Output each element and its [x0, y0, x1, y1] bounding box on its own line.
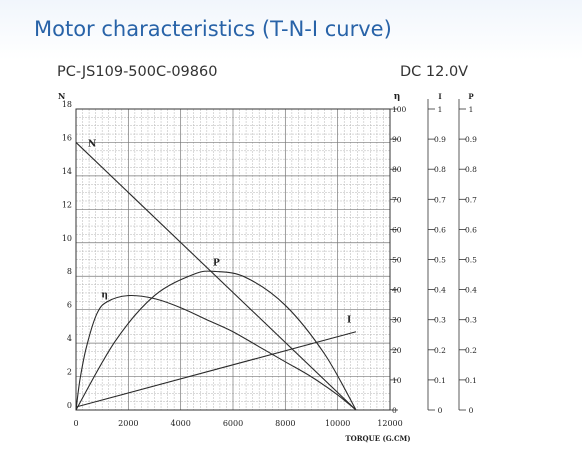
- tick-label-p: 0.8: [465, 165, 477, 174]
- series-lines: [75, 142, 357, 411]
- tick-label-n: 16: [62, 133, 72, 142]
- tick-label-i: 0.2: [434, 346, 446, 355]
- series-line-0: [75, 142, 357, 411]
- header-band: [0, 0, 582, 60]
- tick-label-p: 0.1: [465, 376, 477, 385]
- tick-label-i: 0.7: [434, 195, 446, 204]
- tick-label-x: 8000: [275, 419, 295, 428]
- tick-label-x: 12000: [377, 419, 402, 428]
- tick-label-p: 0.7: [465, 195, 477, 204]
- tick-label-eta: 100: [392, 105, 407, 114]
- tick-label-n: 0: [67, 401, 72, 410]
- x-axis-label: TORQUE (G.CM): [345, 434, 410, 443]
- tick-label-eta: 10: [392, 376, 402, 385]
- series-line-1: [75, 270, 357, 411]
- tick-label-n: 4: [67, 334, 72, 343]
- tick-label-eta: 80: [392, 165, 402, 174]
- series-label-0: N: [88, 139, 96, 149]
- tick-label-i: 1: [438, 105, 443, 114]
- axis-label-n: N: [58, 91, 65, 101]
- tick-label-eta: 90: [392, 135, 402, 144]
- tick-label-i: 0.4: [434, 286, 446, 295]
- tick-label-x: 0: [73, 419, 78, 428]
- tick-label-x: 6000: [223, 419, 243, 428]
- series-labels: N Pη I: [88, 139, 351, 325]
- series-label-1: P: [213, 259, 220, 269]
- tick-label-p: 0: [469, 406, 474, 415]
- tick-label-eta: 60: [392, 225, 402, 234]
- tick-label-p: 1: [469, 105, 474, 114]
- axis-label-i: I: [438, 92, 441, 101]
- tick-label-n: 6: [67, 301, 72, 310]
- tick-label-i: 0.3: [434, 316, 446, 325]
- axes: [75, 99, 466, 411]
- tick-label-x: 4000: [170, 419, 190, 428]
- tick-label-eta: 70: [392, 195, 402, 204]
- model-label: PC-JS109-500C-09860: [57, 64, 218, 80]
- tick-label-n: 2: [67, 368, 72, 377]
- tick-label-p: 0.3: [465, 316, 477, 325]
- tick-label-x: 10000: [325, 419, 350, 428]
- series-label-2: η: [101, 291, 108, 301]
- series-label-3: I: [347, 316, 351, 326]
- series-line-3: [75, 331, 357, 408]
- tick-label-eta: 30: [392, 316, 402, 325]
- tick-label-n: 10: [62, 234, 72, 243]
- tick-label-i: 0.5: [434, 256, 446, 265]
- tick-label-i: 0.6: [434, 225, 446, 234]
- tick-label-p: 0.4: [465, 286, 477, 295]
- tick-label-p: 0.2: [465, 346, 477, 355]
- tick-label-eta: 0: [392, 406, 397, 415]
- tick-label-eta: 20: [392, 346, 402, 355]
- axis-label-p: P: [468, 92, 474, 101]
- tick-label-n: 18: [62, 100, 72, 109]
- tick-label-i: 0.8: [434, 165, 446, 174]
- axis-label-eta: η: [394, 92, 401, 102]
- tick-label-x: 2000: [118, 419, 138, 428]
- voltage-label: DC 12.0V: [400, 64, 469, 80]
- tick-label-n: 12: [62, 200, 72, 209]
- tick-label-p: 0.5: [465, 256, 477, 265]
- tick-label-i: 0.1: [434, 376, 446, 385]
- page-title: Motor characteristics (T-N-I curve): [34, 17, 392, 41]
- tick-label-eta: 50: [392, 256, 402, 265]
- tick-label-eta: 40: [392, 286, 402, 295]
- tick-label-i: 0.9: [434, 135, 446, 144]
- tick-label-i: 0: [438, 406, 443, 415]
- tick-label-p: 0.9: [465, 135, 477, 144]
- tick-label-n: 14: [62, 167, 72, 176]
- tick-label-p: 0.6: [465, 225, 477, 234]
- series-line-2: [75, 294, 357, 411]
- tick-label-n: 8: [67, 267, 72, 276]
